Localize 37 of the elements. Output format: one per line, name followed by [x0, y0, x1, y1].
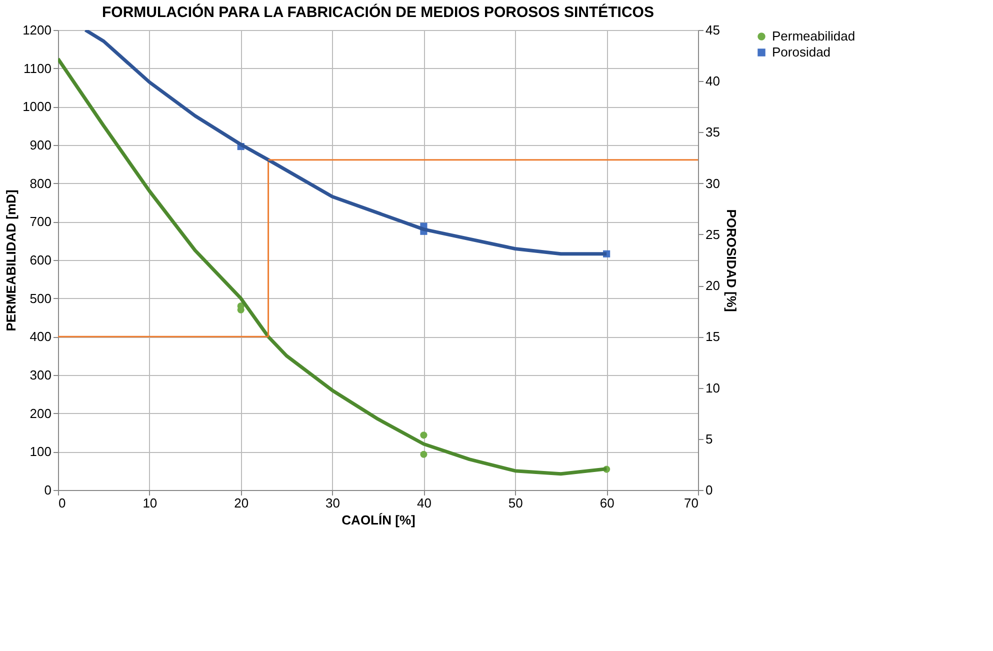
chart-title: FORMULACIÓN PARA LA FABRICACIÓN DE MEDIOS POROSOS SINTÉTICOS: [102, 3, 654, 21]
y2-tick-label: 10: [706, 380, 720, 396]
y-tick-label: 1000: [22, 99, 52, 114]
y2-tick-label: 25: [706, 226, 720, 242]
x-tick-label: 40: [416, 496, 432, 510]
x-tick-label: 20: [234, 496, 249, 510]
y-tick-label: 800: [30, 176, 52, 191]
y2-tick-label: 20: [706, 278, 720, 294]
x-tick-label: 50: [508, 496, 523, 510]
x-tick-label: 30: [326, 496, 340, 510]
y-tick-label: 0: [44, 482, 52, 498]
y-tick-label: 300: [30, 368, 52, 382]
y2-tick-label: 40: [706, 74, 720, 89]
y-tick-label: 200: [30, 406, 52, 421]
y-tick-label: 1200: [22, 22, 52, 38]
y-tick-label: 400: [30, 329, 52, 344]
y-tick-label: 1100: [24, 60, 52, 76]
y-tick-label: 900: [30, 138, 52, 152]
y2-tick-label: 30: [706, 176, 720, 191]
y-tick-label: 700: [30, 214, 52, 230]
x-tick-label: 70: [684, 496, 698, 510]
legend-label: Permeabilidad: [772, 28, 856, 44]
y2-axis-title: POROSIDAD [%]: [724, 209, 739, 312]
y-tick-label: 100: [30, 444, 52, 460]
y-tick-label: 600: [30, 252, 52, 268]
y-axis-title: PERMEABILIDAD [mD]: [4, 190, 19, 332]
x-tick-label: 0: [58, 496, 66, 510]
y-tick-label: 500: [30, 290, 52, 306]
y2-tick-label: 15: [706, 329, 720, 344]
y2-tick-label: 0: [706, 482, 713, 498]
x-tick-label: 10: [142, 496, 158, 510]
y2-tick-label: 5: [706, 431, 713, 446]
y2-tick-label: 35: [706, 124, 720, 140]
x-axis-title: CAOLÍN [%]: [342, 512, 416, 528]
x-tick-label: 60: [600, 496, 614, 510]
legend-label: Porosidad: [772, 44, 831, 60]
y2-tick-label: 45: [706, 22, 720, 38]
